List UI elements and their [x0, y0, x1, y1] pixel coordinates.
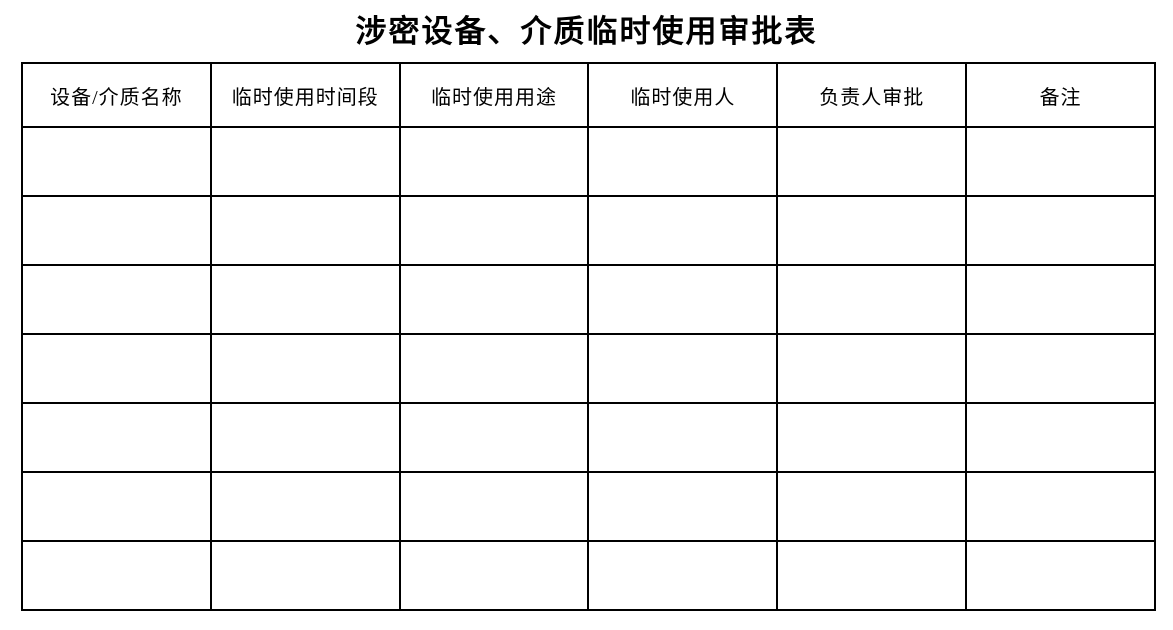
column-header-4: 负责人审批 [776, 62, 968, 128]
page-title: 涉密设备、介质临时使用审批表 [355, 14, 818, 49]
table-cell [21, 195, 212, 266]
table-cell [21, 333, 212, 404]
table-row [21, 126, 1156, 197]
table-header-row: 设备/介质名称 临时使用时间段 临时使用用途 临时使用人 负责人审批 备注 [21, 62, 1156, 128]
table-cell [776, 126, 968, 197]
table-cell [209, 195, 401, 266]
table-row [21, 402, 1156, 473]
table-cell [398, 264, 590, 335]
table-cell [398, 126, 590, 197]
table-cell [21, 264, 212, 335]
table-cell [776, 402, 968, 473]
table-cell [965, 402, 1156, 473]
table-cell [965, 540, 1156, 611]
table-row [21, 471, 1156, 542]
table-cell [398, 333, 590, 404]
table-cell [587, 264, 779, 335]
column-header-2: 临时使用用途 [398, 62, 590, 128]
table-cell [398, 402, 590, 473]
approval-table: 设备/介质名称 临时使用时间段 临时使用用途 临时使用人 负责人审批 备注 [21, 62, 1156, 611]
table-cell [776, 264, 968, 335]
table-cell [587, 333, 779, 404]
table-cell [398, 540, 590, 611]
table-cell [209, 126, 401, 197]
table-cell [965, 195, 1156, 266]
table-cell [776, 540, 968, 611]
table-cell [21, 471, 212, 542]
table-header: 设备/介质名称 临时使用时间段 临时使用用途 临时使用人 负责人审批 备注 [21, 62, 1156, 128]
table-cell [209, 471, 401, 542]
table-cell [21, 540, 212, 611]
table-row [21, 540, 1156, 611]
table-cell [587, 471, 779, 542]
table-cell [398, 471, 590, 542]
table-body [21, 126, 1156, 611]
table-cell [776, 471, 968, 542]
column-header-3: 临时使用人 [587, 62, 779, 128]
table-row [21, 195, 1156, 266]
table-cell [21, 402, 212, 473]
table-cell [965, 264, 1156, 335]
column-header-5: 备注 [965, 62, 1156, 128]
table-cell [965, 333, 1156, 404]
table-cell [587, 195, 779, 266]
table-cell [965, 126, 1156, 197]
table-cell [398, 195, 590, 266]
table-cell [587, 402, 779, 473]
table-cell [209, 333, 401, 404]
table-cell [776, 333, 968, 404]
column-header-0: 设备/介质名称 [21, 62, 212, 128]
table-cell [776, 195, 968, 266]
table-row [21, 333, 1156, 404]
table-cell [21, 126, 212, 197]
table-cell [209, 264, 401, 335]
table-cell [209, 402, 401, 473]
table-cell [209, 540, 401, 611]
column-header-1: 临时使用时间段 [209, 62, 401, 128]
table-cell [587, 126, 779, 197]
table-cell [587, 540, 779, 611]
table-row [21, 264, 1156, 335]
table-cell [965, 471, 1156, 542]
